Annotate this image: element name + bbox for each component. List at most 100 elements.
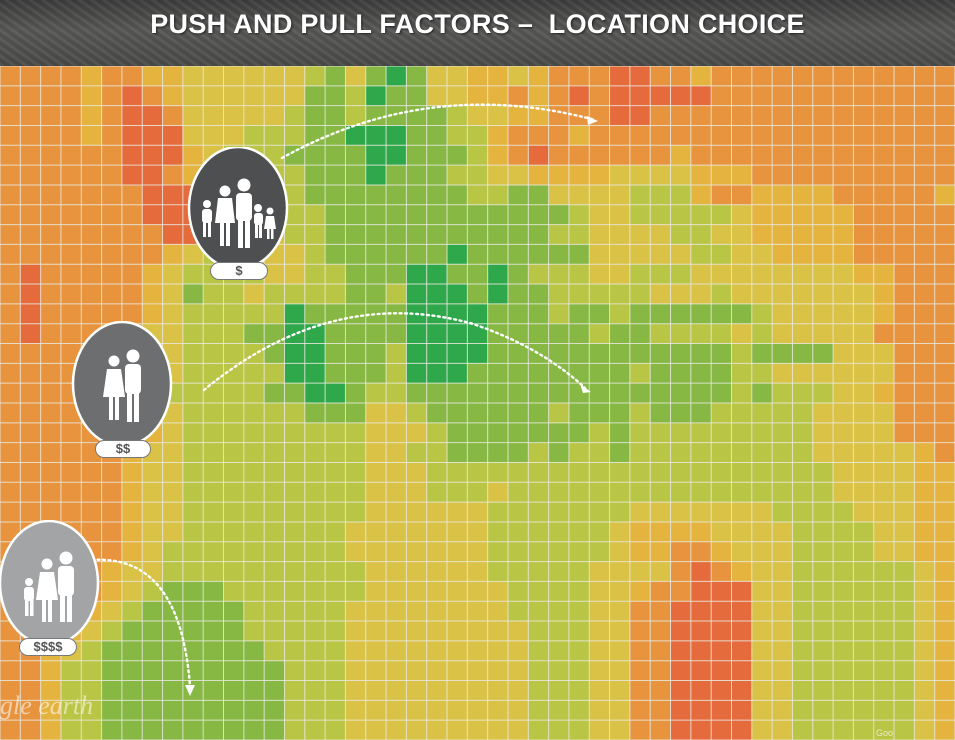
grid-cell bbox=[487, 224, 509, 245]
grid-cell bbox=[101, 640, 123, 661]
grid-cell bbox=[203, 482, 224, 503]
grid-cell bbox=[182, 601, 204, 622]
grid-cell bbox=[690, 462, 712, 483]
grid-cell bbox=[20, 502, 41, 523]
grid-cell bbox=[203, 125, 224, 146]
grid-cell bbox=[325, 700, 346, 721]
grid-cell bbox=[792, 462, 814, 483]
grid-cell bbox=[711, 284, 732, 305]
grid-cell bbox=[284, 343, 306, 364]
grid-cell bbox=[162, 165, 184, 186]
grid-cell bbox=[426, 621, 448, 642]
arrow-small-family bbox=[90, 558, 192, 688]
grid-cell bbox=[0, 700, 21, 721]
grid-cell bbox=[589, 145, 610, 166]
grid-cell bbox=[609, 343, 631, 364]
grid-cell bbox=[345, 403, 367, 424]
grid-cell bbox=[142, 462, 163, 483]
grid-cell bbox=[345, 85, 367, 106]
grid-cell bbox=[467, 284, 488, 305]
grid-cell bbox=[386, 244, 407, 265]
grid-cell bbox=[81, 264, 102, 285]
grid-cell bbox=[568, 442, 590, 463]
grid-cell bbox=[386, 422, 407, 443]
grid-cell bbox=[548, 264, 570, 285]
grid-cell bbox=[467, 442, 488, 463]
grid-cell bbox=[284, 165, 306, 186]
grid-cell bbox=[609, 145, 631, 166]
grid-cell bbox=[568, 720, 590, 740]
grid-cell bbox=[731, 244, 753, 265]
grid-cell bbox=[81, 521, 102, 543]
grid-cell bbox=[690, 660, 712, 681]
grid-cell bbox=[731, 343, 753, 364]
grid-cell bbox=[568, 303, 590, 324]
grid-cell bbox=[650, 303, 671, 324]
grid-cell bbox=[751, 660, 773, 681]
grid-cell bbox=[934, 442, 955, 463]
grid-cell bbox=[894, 85, 915, 106]
grid-cell bbox=[894, 581, 915, 602]
grid-cell bbox=[507, 720, 529, 740]
grid-cell bbox=[711, 601, 732, 622]
grid-cell bbox=[873, 621, 895, 642]
grid-cell bbox=[507, 660, 529, 681]
grid-cell bbox=[243, 284, 265, 305]
grid-cell bbox=[60, 284, 82, 305]
grid-cell bbox=[142, 66, 163, 87]
grid-cell bbox=[792, 521, 814, 543]
grid-cell bbox=[812, 165, 834, 186]
grid-cell bbox=[629, 165, 651, 186]
grid-cell bbox=[284, 184, 306, 206]
grid-cell bbox=[304, 422, 326, 443]
grid-cell bbox=[629, 363, 651, 384]
grid-cell bbox=[20, 383, 41, 404]
grid-cell bbox=[487, 541, 509, 562]
grid-cell bbox=[934, 224, 955, 245]
grid-cell bbox=[406, 363, 427, 384]
grid-cell bbox=[182, 482, 204, 503]
grid-cell bbox=[345, 442, 367, 463]
grid-cell bbox=[751, 125, 773, 146]
grid-cell bbox=[507, 640, 529, 661]
grid-cell bbox=[325, 561, 346, 582]
grid-cell bbox=[751, 105, 773, 126]
grid-cell bbox=[833, 502, 854, 523]
grid-cell bbox=[81, 502, 102, 523]
grid-cell bbox=[507, 601, 529, 622]
grid-cell bbox=[20, 422, 41, 443]
grid-cell bbox=[548, 482, 570, 503]
grid-cell bbox=[894, 363, 915, 384]
grid-cell bbox=[894, 502, 915, 523]
grid-cell bbox=[772, 621, 793, 642]
grid-cell bbox=[853, 105, 875, 126]
grid-cell bbox=[772, 561, 793, 582]
grid-cell bbox=[772, 680, 793, 701]
grid-cell bbox=[426, 204, 448, 225]
grid-cell bbox=[711, 621, 732, 642]
grid-cell bbox=[447, 204, 468, 225]
grid-cell bbox=[528, 502, 549, 523]
grid-cell bbox=[81, 660, 102, 681]
grid-cell bbox=[833, 521, 854, 543]
grid-cell bbox=[386, 165, 407, 186]
grid-cell bbox=[325, 244, 346, 265]
grid-cell bbox=[325, 105, 346, 126]
grid-cell bbox=[121, 204, 143, 225]
grid-cell bbox=[0, 442, 21, 463]
grid-cell bbox=[467, 720, 488, 740]
grid-cell bbox=[447, 680, 468, 701]
grid-cell bbox=[792, 66, 814, 87]
grid-cell bbox=[101, 145, 123, 166]
grid-cell bbox=[121, 640, 143, 661]
grid-cell bbox=[812, 640, 834, 661]
grid-cell bbox=[812, 383, 834, 404]
grid-cell bbox=[731, 680, 753, 701]
grid-cell bbox=[101, 303, 123, 324]
grid-cell bbox=[426, 184, 448, 206]
grid-cell bbox=[833, 66, 854, 87]
grid-cell bbox=[853, 482, 875, 503]
grid-cell bbox=[873, 541, 895, 562]
grid-cell bbox=[934, 303, 955, 324]
grid-cell bbox=[487, 640, 509, 661]
